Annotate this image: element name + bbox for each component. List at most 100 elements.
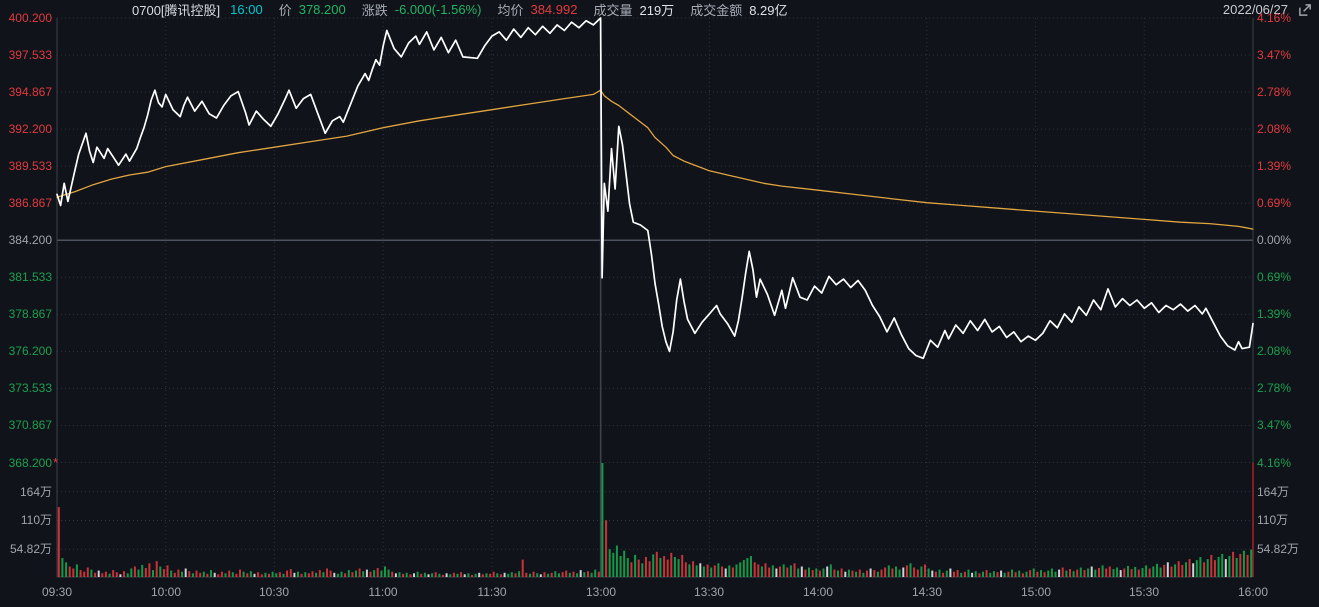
volume-bar [971, 572, 974, 578]
time-axis-label: 15:00 [1020, 585, 1052, 599]
volume-bar [739, 562, 742, 578]
volume-bar [742, 560, 745, 577]
volume-bar [72, 568, 75, 577]
volume-bar [420, 573, 423, 577]
volume-bar [220, 571, 223, 577]
volume-bar [300, 573, 303, 577]
volume-bar [590, 572, 593, 578]
volume-bar [195, 570, 198, 577]
volume-bar [905, 565, 908, 577]
volume-bar [442, 574, 444, 577]
volume-bar [713, 565, 716, 577]
volume-bar [148, 563, 151, 577]
volume-bar [224, 573, 227, 577]
volume-bar [268, 573, 270, 577]
volume-bar [760, 566, 763, 577]
time-axis-label: 14:00 [802, 585, 834, 599]
time-axis-label: 11:30 [477, 585, 507, 599]
volume-bar [1043, 572, 1046, 577]
volume-axis-label-right: 54.82万 [1257, 542, 1300, 556]
volume-bar [289, 569, 292, 577]
volume-bar [123, 571, 125, 577]
percent-axis-label: 2.08% [1257, 122, 1292, 136]
volume-value: 219万 [639, 2, 675, 18]
volume-bar [561, 572, 564, 577]
volume-bar [1166, 562, 1169, 578]
volume-bar [1246, 554, 1249, 577]
volume-bar [235, 573, 238, 577]
volume-bar [960, 572, 963, 578]
volume-bar [1242, 550, 1245, 577]
volume-bar [1130, 569, 1133, 577]
volume-bar [460, 572, 463, 577]
volume-bar [681, 554, 684, 577]
volume-bar [202, 571, 205, 577]
volume-bar [108, 573, 111, 577]
volume-bar [217, 574, 220, 577]
volume-bar [623, 550, 626, 577]
turnover-label: 成交金额 [690, 2, 743, 18]
volume-bar [1083, 570, 1086, 577]
price-axis-label: 368.200 [8, 456, 52, 470]
volume-bar [1094, 569, 1097, 577]
volume-bar [1228, 556, 1231, 577]
avg-price-group: 均价 384.992 [497, 0, 577, 19]
volume-bar [173, 572, 176, 578]
price-group: 价 378.200 [279, 0, 346, 19]
volume-bar [779, 566, 781, 577]
volume-bar [402, 573, 405, 577]
volume-bar [373, 570, 376, 577]
volume-bar [833, 569, 836, 577]
volume-axis-label-left: 164万 [19, 485, 52, 499]
volume-bar [782, 564, 785, 577]
volume-bar [808, 567, 810, 577]
volume-bar [115, 572, 118, 577]
expand-icon[interactable] [1298, 2, 1313, 17]
time-axis-label: 13:30 [693, 585, 725, 599]
volume-bar [1156, 563, 1158, 577]
volume-bar [1127, 565, 1129, 577]
price-axis-label: 378.867 [8, 307, 52, 321]
volume-bar [822, 568, 825, 577]
price-axis-label: 400.200 [8, 11, 52, 25]
volume-bar [641, 563, 644, 577]
volume-bar [336, 573, 339, 577]
volume-bar [605, 520, 608, 578]
volume-bar [409, 574, 412, 577]
volume-bar [1206, 559, 1209, 577]
volume-bar [967, 569, 970, 577]
volume-bar [688, 564, 691, 577]
volume-axis-label-right: 110万 [1257, 513, 1289, 527]
volume-bar [837, 570, 839, 577]
volume-bar [351, 572, 354, 577]
volume-bar [68, 566, 71, 577]
volume-bar [286, 570, 289, 577]
volume-bar [1076, 569, 1079, 577]
volume-bar [851, 570, 854, 577]
volume-bar [1195, 560, 1198, 577]
volume-bar [260, 574, 263, 577]
volume-bar [398, 572, 401, 577]
volume-bar [1025, 571, 1028, 577]
price-axis-label: 392.200 [8, 122, 52, 136]
volume-bar [1065, 570, 1068, 577]
volume-bar [318, 570, 321, 577]
volume-bar [485, 573, 488, 577]
percent-axis-label: 0.00% [1257, 233, 1292, 247]
volume-bar [876, 571, 879, 577]
volume-label: 成交量 [593, 2, 633, 18]
volume-bar [1181, 564, 1184, 577]
volume-bar [594, 569, 597, 577]
volume-bar [1090, 566, 1093, 577]
volume-bar [184, 568, 187, 577]
price-axis-label: 394.867 [8, 85, 52, 99]
volume-bar [924, 564, 926, 577]
volume-bar [83, 571, 86, 577]
percent-axis-label: 2.78% [1257, 381, 1292, 395]
volume-bar [1152, 566, 1155, 577]
volume-bar [1116, 567, 1119, 577]
volume-bar [456, 573, 459, 577]
volume-bar [978, 573, 981, 577]
volume-bar [1105, 568, 1108, 577]
